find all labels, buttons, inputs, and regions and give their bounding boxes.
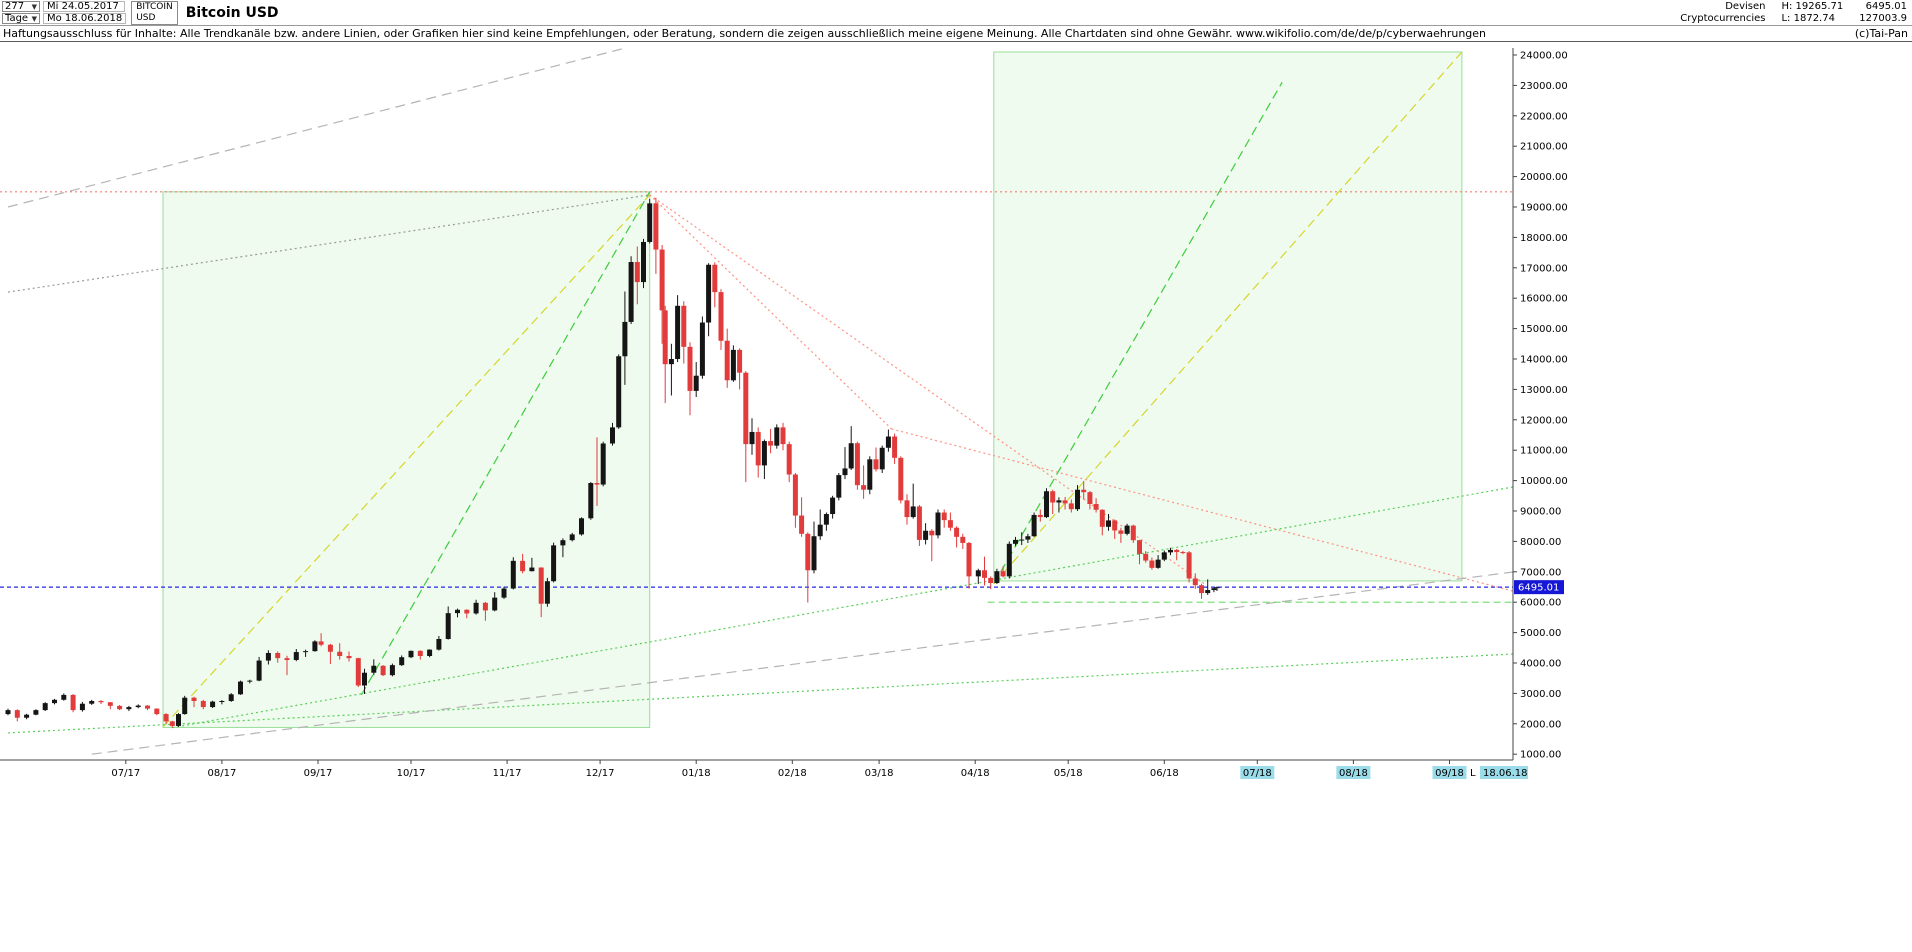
svg-text:16000.00: 16000.00 xyxy=(1520,294,1568,305)
volume-value: 127003.9 xyxy=(1859,13,1907,24)
svg-text:17000.00: 17000.00 xyxy=(1520,263,1568,274)
svg-text:2000.00: 2000.00 xyxy=(1520,719,1561,730)
svg-text:13000.00: 13000.00 xyxy=(1520,385,1568,396)
svg-text:4000.00: 4000.00 xyxy=(1520,659,1561,670)
high-value: H: 19265.71 xyxy=(1781,1,1844,12)
chevron-down-icon: ▼ xyxy=(31,14,37,23)
svg-text:14000.00: 14000.00 xyxy=(1520,355,1568,366)
last-price-value: 6495.01 xyxy=(1865,1,1907,12)
svg-text:08/18: 08/18 xyxy=(1339,768,1368,779)
period-dropdown[interactable]: Tage ▼ xyxy=(2,13,40,24)
svg-text:21000.00: 21000.00 xyxy=(1520,142,1568,153)
high-low-info: H: 19265.71 L: 1872.74 xyxy=(1781,1,1843,25)
svg-text:12/17: 12/17 xyxy=(586,768,615,779)
svg-text:04/18: 04/18 xyxy=(961,768,990,779)
svg-text:09/18: 09/18 xyxy=(1435,768,1464,779)
chevron-down-icon: ▼ xyxy=(31,2,37,11)
svg-text:5000.00: 5000.00 xyxy=(1520,628,1561,639)
toolbar: 277 ▼ Mi 24.05.2017 Tage ▼ Mo 18.06.2018… xyxy=(0,0,1912,26)
symbol-currency: USD xyxy=(136,13,156,23)
date-to-field[interactable]: Mo 18.06.2018 xyxy=(43,13,127,24)
svg-text:02/18: 02/18 xyxy=(778,768,807,779)
svg-text:9000.00: 9000.00 xyxy=(1520,507,1561,518)
disclaimer-bar: Haftungsausschluss für Inhalte: Alle Tre… xyxy=(0,26,1912,42)
svg-text:24000.00: 24000.00 xyxy=(1520,51,1568,62)
bars-count-value: 277 xyxy=(5,0,25,12)
category-line1: Devisen xyxy=(1725,1,1766,12)
bars-count-dropdown[interactable]: 277 ▼ xyxy=(2,1,40,12)
svg-text:06/18: 06/18 xyxy=(1150,768,1179,779)
symbol-box[interactable]: BITCOIN USD xyxy=(131,1,178,25)
svg-text:05/18: 05/18 xyxy=(1054,768,1083,779)
category-line2: Cryptocurrencies xyxy=(1680,13,1766,24)
svg-text:1000.00: 1000.00 xyxy=(1520,750,1561,761)
svg-text:03/18: 03/18 xyxy=(865,768,894,779)
svg-text:01/18: 01/18 xyxy=(682,768,711,779)
price-volume-info: 6495.01 127003.9 xyxy=(1859,1,1907,25)
svg-text:15000.00: 15000.00 xyxy=(1520,324,1568,335)
svg-text:22000.00: 22000.00 xyxy=(1520,111,1568,122)
svg-text:3000.00: 3000.00 xyxy=(1520,689,1561,700)
svg-text:10/17: 10/17 xyxy=(397,768,426,779)
svg-text:10000.00: 10000.00 xyxy=(1520,476,1568,487)
category-info: Devisen Cryptocurrencies xyxy=(1680,1,1765,25)
svg-text:08/17: 08/17 xyxy=(207,768,236,779)
svg-text:18.06.18: 18.06.18 xyxy=(1483,768,1528,779)
svg-text:18000.00: 18000.00 xyxy=(1520,233,1568,244)
svg-text:L: L xyxy=(1470,768,1476,779)
svg-text:09/17: 09/17 xyxy=(304,768,333,779)
svg-text:7000.00: 7000.00 xyxy=(1520,567,1561,578)
svg-text:19000.00: 19000.00 xyxy=(1520,203,1568,214)
svg-text:8000.00: 8000.00 xyxy=(1520,537,1561,548)
svg-text:11/17: 11/17 xyxy=(493,768,522,779)
svg-text:6000.00: 6000.00 xyxy=(1520,598,1561,609)
copyright-label: (c)Tai-Pan xyxy=(1848,26,1908,41)
svg-text:11000.00: 11000.00 xyxy=(1520,446,1568,457)
symbol-name: BITCOIN xyxy=(136,2,173,12)
svg-text:20000.00: 20000.00 xyxy=(1520,172,1568,183)
svg-text:12000.00: 12000.00 xyxy=(1520,415,1568,426)
current-price-tag: 6495.01 xyxy=(1514,580,1564,595)
candles xyxy=(5,197,1220,728)
period-value: Tage xyxy=(5,12,29,24)
svg-text:07/17: 07/17 xyxy=(111,768,140,779)
svg-text:07/18: 07/18 xyxy=(1243,768,1272,779)
svg-text:6495.01: 6495.01 xyxy=(1518,583,1559,594)
x-axis: 07/17 08/17 09/17 10/17 11/17 12/17 01/18 02/18… xyxy=(0,759,1528,779)
svg-text:23000.00: 23000.00 xyxy=(1520,81,1568,92)
low-value: L: 1872.74 xyxy=(1781,13,1835,24)
date-from-field[interactable]: Mi 24.05.2017 xyxy=(43,1,125,12)
trend-zones xyxy=(162,51,1463,728)
page-title: Bitcoin USD xyxy=(185,5,279,21)
y-axis: 1000.00 2000.00 3000.00 4000.00 5000.00 6000.… xyxy=(1512,48,1568,761)
candlestick-chart[interactable]: 1000.00 2000.00 3000.00 4000.00 5000.00 6000.… xyxy=(0,42,1912,950)
trend-lines xyxy=(0,48,1515,755)
disclaimer-text: Haftungsausschluss für Inhalte: Alle Tre… xyxy=(3,27,1487,40)
